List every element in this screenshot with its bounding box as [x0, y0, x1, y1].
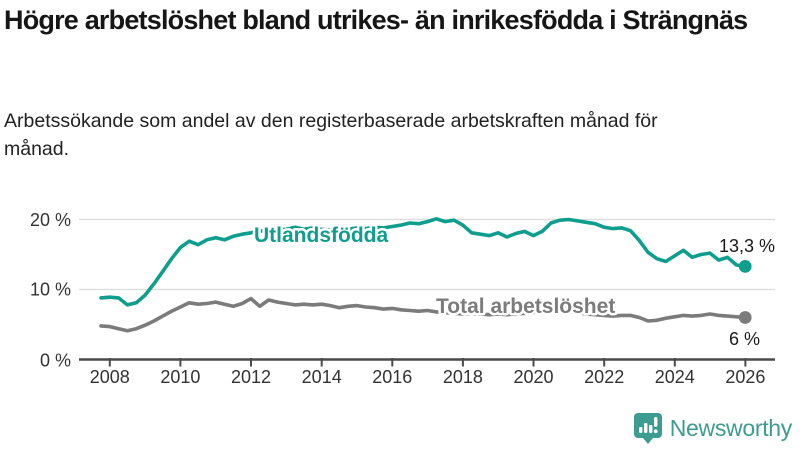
y-tick-label-20: 20 % — [30, 210, 71, 230]
page-title: Högre arbetslöshet bland utrikes- än inr… — [4, 5, 748, 35]
series-label-total-arbetsloshet: Total arbetslöshet — [436, 295, 615, 318]
x-tick-label-2012: 2012 — [231, 367, 271, 387]
chart-subtitle: Arbetssökande som andel av den registerb… — [4, 110, 658, 161]
end-value-label-utlandsfodda: 13,3 % — [719, 236, 775, 256]
x-tick-label-2010: 2010 — [160, 367, 200, 387]
series-end-dot-1 — [738, 311, 752, 324]
x-tick-label-2018: 2018 — [443, 367, 483, 387]
x-tick-label-2014: 2014 — [302, 367, 342, 387]
newsworthy-logo[interactable]: Newsworthy — [633, 412, 792, 444]
y-tick-label-10: 10 % — [30, 280, 71, 300]
end-value-label-total: 6 % — [729, 329, 760, 349]
x-tick-label-2016: 2016 — [372, 367, 412, 387]
x-tick-label-2022: 2022 — [584, 367, 624, 387]
series-line-0 — [99, 217, 748, 307]
series-label-utlandsfodda: Utlandsfödda — [254, 224, 388, 247]
series-end-dot-0 — [738, 260, 752, 273]
series-line-1 — [99, 296, 748, 333]
x-tick-label-2024: 2024 — [655, 367, 695, 387]
x-axis-ticks — [108, 358, 747, 367]
newsworthy-logo-icon — [633, 413, 662, 444]
series-group — [99, 217, 752, 333]
y-tick-label-0: 0 % — [40, 351, 71, 371]
newsworthy-wordmark: Newsworthy — [669, 414, 793, 441]
x-tick-label-2008: 2008 — [90, 367, 130, 387]
x-tick-label-2026: 2026 — [725, 367, 765, 387]
x-tick-label-2020: 2020 — [513, 367, 553, 387]
